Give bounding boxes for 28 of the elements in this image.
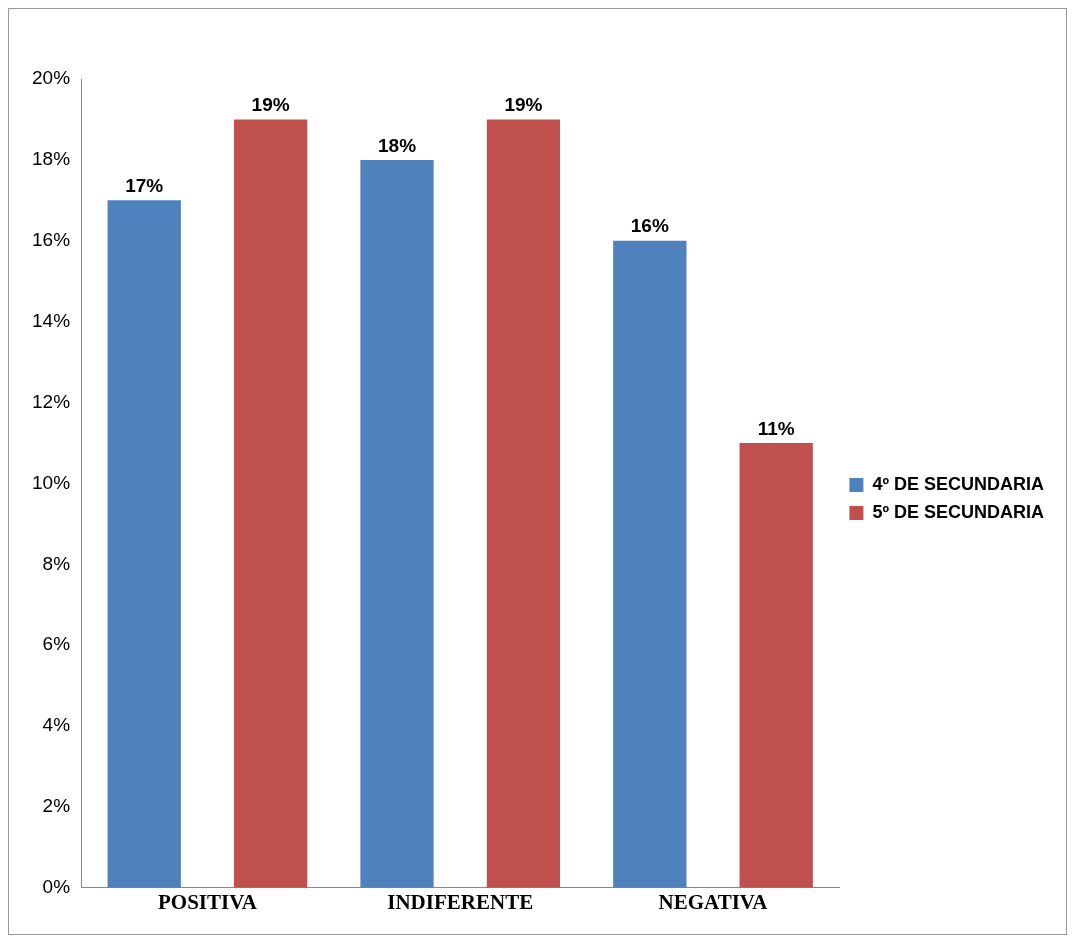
data-label: 16% — [630, 215, 669, 237]
y-tick-label: 16% — [32, 228, 71, 250]
y-tick-label: 20% — [32, 67, 71, 89]
bar — [739, 442, 813, 888]
bar — [107, 200, 181, 888]
x-tick-label: POSITIVA — [158, 889, 258, 914]
y-tick-label: 0% — [42, 876, 71, 898]
y-tick-label: 14% — [32, 309, 71, 331]
data-label: 19% — [251, 94, 290, 116]
y-tick-label: 6% — [42, 633, 71, 655]
y-tick-label: 12% — [32, 390, 71, 412]
bar — [486, 119, 561, 888]
y-tick-label: 4% — [42, 714, 71, 736]
data-label: 19% — [504, 94, 543, 116]
y-tick-label: 8% — [42, 552, 71, 574]
data-label: 11% — [757, 417, 795, 439]
bar — [360, 159, 434, 888]
y-tick-label: 10% — [32, 471, 71, 493]
data-label: 17% — [125, 175, 164, 197]
x-tick-label: INDIFERENTE — [387, 889, 534, 914]
bar — [613, 240, 687, 888]
y-tick-label: 18% — [32, 148, 71, 170]
legend-label: 5º DE SECUNDARIA — [872, 501, 1045, 522]
legend-label: 4º DE SECUNDARIA — [872, 473, 1045, 494]
y-tick-label: 2% — [42, 795, 71, 817]
data-label: 18% — [378, 134, 417, 156]
x-tick-label: NEGATIVA — [658, 889, 769, 914]
bar — [233, 119, 308, 888]
